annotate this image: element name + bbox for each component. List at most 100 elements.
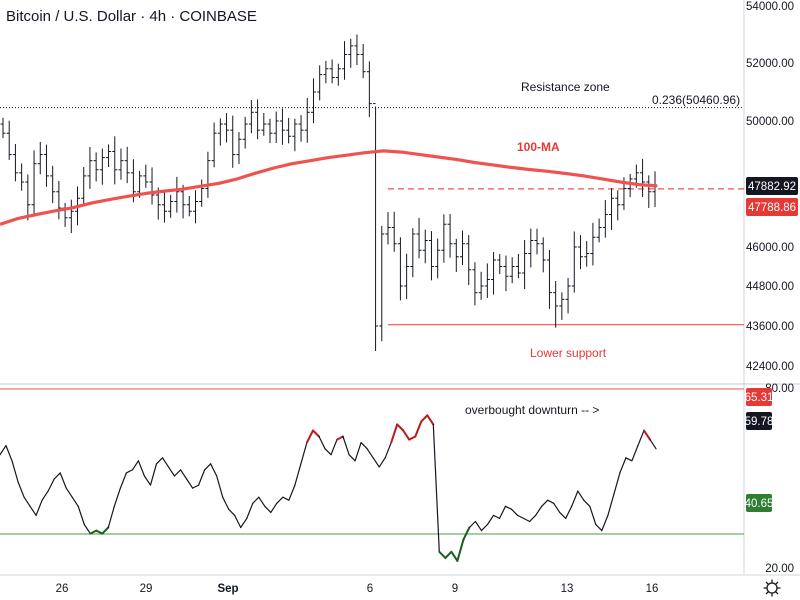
- rsi-segment: [348, 454, 356, 462]
- rsi-segment: [234, 514, 242, 529]
- moving-average: [0, 149, 658, 226]
- ohlc-bar: [317, 65, 323, 101]
- rsi-segment: [282, 496, 290, 501]
- ohlc-bar: [528, 228, 534, 268]
- price-tick-label: 52000.00: [746, 58, 794, 70]
- ohlc-bar: [143, 164, 149, 188]
- ohlc-bar: [391, 211, 397, 252]
- ohlc-bar: [348, 38, 354, 68]
- rsi-segment: [649, 439, 657, 450]
- ohlc-bar: [37, 141, 43, 175]
- rsi-segment: [528, 514, 537, 523]
- ohlc-bar: [441, 214, 447, 263]
- rsi-segment: [462, 526, 471, 541]
- ohlc-bar: [19, 163, 25, 191]
- rsi-segment: [17, 481, 25, 498]
- chart-title: Bitcoin / U.S. Dollar · 4h · COINBASE: [6, 8, 257, 25]
- rsi-segment: [252, 496, 260, 504]
- rsi-segment: [318, 435, 326, 450]
- rsi-segment: [186, 478, 194, 489]
- ohlc-bar: [366, 61, 372, 118]
- rsi-segment: [480, 523, 489, 532]
- rsi-segment: [41, 490, 49, 501]
- rsi-segment: [312, 429, 320, 438]
- ohlc-bar: [149, 167, 155, 205]
- ohlc-bar: [354, 34, 360, 66]
- rsi-segment: [631, 445, 639, 462]
- ohlc-bar: [360, 44, 366, 79]
- ohlc-bar: [236, 132, 242, 165]
- rsi-segment: [414, 420, 423, 438]
- rsi-segment: [408, 435, 417, 441]
- rsi-segment: [276, 496, 284, 504]
- ohlc-bar: [112, 136, 118, 185]
- ohlc-bar: [329, 59, 335, 84]
- rsi-segment: [444, 550, 453, 559]
- rsi-segment: [553, 502, 561, 514]
- rsi-segment: [613, 472, 621, 495]
- rsi-segment: [264, 505, 272, 514]
- ohlc-bar: [186, 195, 192, 217]
- ohlc-bar: [397, 237, 403, 301]
- ohlc-bar: [410, 228, 416, 278]
- rsi-segment: [522, 517, 531, 523]
- time-tick-label: 29: [140, 583, 153, 595]
- rsi-segment: [534, 505, 543, 517]
- time-tick-label: 13: [561, 583, 574, 595]
- ohlc-bar: [453, 238, 459, 272]
- rsi-segment: [300, 442, 308, 465]
- ohlc-bar: [447, 214, 453, 258]
- ohlc-bar: [248, 100, 254, 134]
- rsi-segment: [607, 493, 615, 517]
- rsi-segment: [589, 505, 597, 526]
- rsi-segment: [258, 496, 266, 507]
- rsi-segment: [619, 457, 627, 474]
- ohlc-bar: [56, 181, 62, 220]
- rsi-segment: [583, 499, 591, 507]
- ohlc-bar: [577, 235, 583, 270]
- ohlc-bar: [373, 103, 379, 351]
- fib-level-label: 0.236(50460.96): [652, 93, 740, 107]
- ohlc-bar: [472, 262, 478, 306]
- rsi-segment: [77, 505, 85, 526]
- ohlc-bar: [534, 228, 540, 255]
- rsi-segment: [180, 469, 188, 480]
- ohlc-bar: [540, 237, 546, 273]
- ohlc-bar: [255, 99, 261, 140]
- rsi-levels: [0, 388, 744, 535]
- rsi-segment: [119, 472, 128, 489]
- rsi-segment: [366, 448, 374, 459]
- ohlc-bar: [279, 108, 285, 145]
- rsi-tick-label: 20.00: [765, 563, 794, 575]
- ohlc-bar: [93, 152, 99, 182]
- rsi-segment: [324, 448, 332, 456]
- ohlc-bar: [99, 148, 105, 185]
- last-price-tag-text: 47882.92: [748, 181, 796, 193]
- lower-support-label: Lower support: [530, 346, 607, 360]
- rsi-segment: [137, 460, 145, 477]
- ohlc-bar: [192, 190, 198, 224]
- rsi-tick-label: 80.00: [765, 383, 794, 395]
- ohlc-bar: [267, 118, 273, 144]
- rsi-lower-tag: [746, 494, 772, 512]
- rsi-segment: [270, 502, 278, 514]
- rsi-segment: [577, 490, 585, 501]
- rsi-current-tag-text: 59.78: [745, 416, 774, 428]
- price-levels: [0, 107, 744, 326]
- rsi-segment: [83, 523, 91, 535]
- ohlc-bar: [602, 200, 608, 238]
- settings-gear-icon[interactable]: [763, 579, 781, 597]
- time-tick-label: Sep: [217, 583, 238, 595]
- rsi-segment: [59, 472, 67, 489]
- last-price-tag: [746, 177, 798, 195]
- rsi-segment: [288, 484, 296, 501]
- rsi-segment: [468, 520, 476, 529]
- ohlc-bar: [565, 278, 571, 314]
- rsi-segment: [360, 442, 368, 450]
- price-tick-label: 42400.00: [746, 361, 794, 373]
- rsi-segment: [71, 496, 79, 507]
- ohlc-bar: [298, 115, 304, 142]
- ohlc-bar: [422, 229, 428, 264]
- rsi-segment: [396, 423, 405, 432]
- ohlc-bar: [615, 190, 621, 221]
